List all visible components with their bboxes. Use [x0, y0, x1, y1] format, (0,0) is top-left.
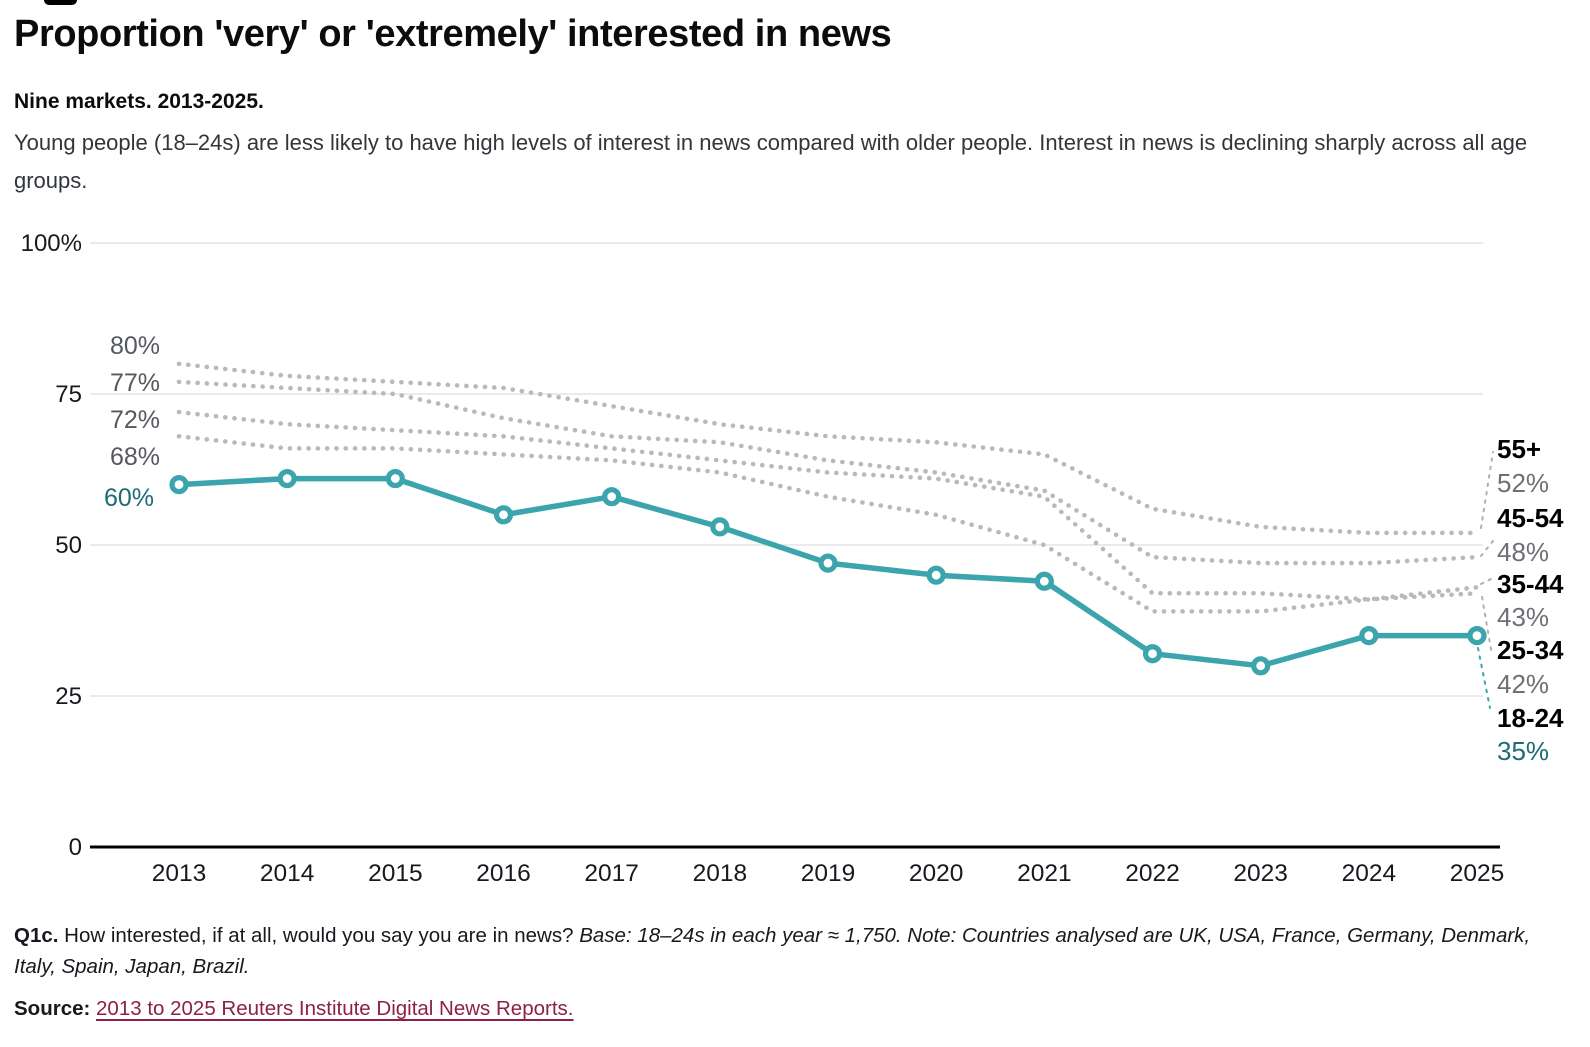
data-point-18-24-2019 [818, 553, 838, 573]
x-tick-label: 2019 [801, 860, 856, 887]
end-value-label-18-24: 35% [1497, 736, 1549, 766]
x-tick-label: 2013 [152, 860, 207, 887]
data-point-18-24-2014 [277, 468, 297, 489]
end-value-label-35-44: 43% [1497, 602, 1549, 632]
x-tick-label: 2022 [1125, 860, 1180, 887]
y-tick-label: 100% [21, 230, 82, 257]
data-point-18-24-2023 [1251, 656, 1271, 676]
x-tick-label: 2021 [1017, 860, 1072, 887]
leader-line-45-54 [1480, 540, 1494, 557]
data-point-18-24-2017 [602, 487, 622, 507]
start-value-label-45-54: 77% [110, 369, 160, 397]
x-tick-label: 2025 [1450, 860, 1505, 887]
age-group-label-25-34: 25-34 [1497, 635, 1564, 665]
age-group-label-45-54: 45-54 [1497, 503, 1564, 533]
x-tick-label: 2015 [368, 860, 423, 887]
data-point-18-24-2020 [926, 565, 946, 585]
age-group-label-18-24: 18-24 [1497, 703, 1564, 733]
series-line-25-34 [176, 434, 1480, 614]
series-line-35-44 [176, 409, 1480, 602]
y-tick-label: 25 [55, 683, 82, 710]
cropped-logo-artifact [44, 0, 77, 5]
source-line: Source: 2013 to 2025 Reuters Institute D… [14, 997, 573, 1021]
source-link[interactable]: 2013 to 2025 Reuters Institute Digital N… [96, 997, 574, 1020]
data-point-18-24-2018 [710, 517, 730, 537]
question-text: How interested, if at all, would you say… [58, 924, 580, 947]
x-tick-label: 2023 [1233, 860, 1288, 887]
chart-subtitle: Nine markets. 2013-2025. [14, 90, 264, 113]
x-tick-label: 2024 [1342, 860, 1397, 887]
data-point-18-24-2015 [385, 468, 405, 489]
age-group-label-35-44: 35-44 [1497, 569, 1564, 599]
x-tick-label: 2018 [693, 860, 748, 887]
leader-line-18-24 [1477, 647, 1491, 709]
question-label: Q1c. [14, 924, 59, 947]
chart-description: Young people (18–24s) are less likely to… [14, 130, 1528, 193]
page-title: Proportion 'very' or 'extremely' interes… [14, 13, 892, 55]
data-point-18-24-2013 [169, 475, 189, 495]
x-tick-label: 2016 [476, 860, 531, 887]
end-value-label-45-54: 48% [1497, 537, 1549, 567]
base-note: Base: 18–24s in each year ≈ 1,750. Note:… [14, 924, 1531, 978]
end-value-label-55+: 52% [1497, 468, 1549, 498]
data-point-18-24-2022 [1142, 644, 1163, 664]
footnote: Q1c. How interested, if at all, would yo… [14, 920, 1539, 982]
source-label: Source: [14, 997, 91, 1020]
data-point-18-24-2016 [493, 505, 514, 525]
leader-line-25-34 [1481, 596, 1493, 656]
leader-line-35-44 [1480, 577, 1494, 585]
start-value-label-25-34: 68% [110, 443, 160, 471]
y-tick-label: 50 [55, 532, 82, 559]
end-value-label-25-34: 42% [1497, 669, 1549, 699]
age-group-label-55+: 55+ [1497, 434, 1541, 464]
data-point-18-24-2024 [1359, 625, 1379, 646]
x-tick-label: 2017 [584, 860, 639, 887]
y-tick-label: 75 [55, 381, 82, 408]
data-point-18-24-2025 [1467, 625, 1487, 646]
x-tick-label: 2020 [909, 860, 964, 887]
start-value-label-35-44: 72% [110, 406, 160, 434]
y-tick-label: 0 [69, 834, 82, 861]
data-point-18-24-2021 [1034, 571, 1054, 591]
series-line-45-54 [176, 379, 1480, 566]
leader-line-55+ [1480, 451, 1494, 529]
x-tick-label: 2014 [260, 860, 315, 887]
start-value-label-18-24: 60% [104, 484, 154, 512]
start-value-label-55+: 80% [110, 332, 160, 360]
